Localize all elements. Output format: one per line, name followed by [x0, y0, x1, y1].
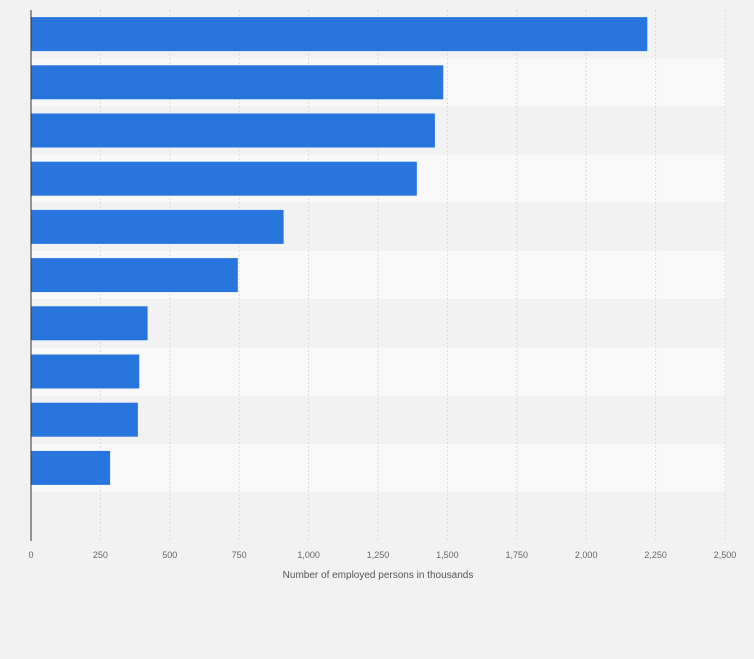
- x-tick-label: 750: [232, 550, 247, 560]
- x-tick-label: 2,000: [575, 550, 598, 560]
- bar[interactable]: [31, 65, 444, 100]
- bar[interactable]: [31, 258, 238, 293]
- bar[interactable]: [31, 354, 140, 389]
- x-tick-label: 500: [162, 550, 177, 560]
- bar[interactable]: [31, 402, 138, 437]
- bar[interactable]: [31, 209, 284, 244]
- x-axis-title: Number of employed persons in thousands: [283, 570, 474, 581]
- row-band: [31, 492, 725, 541]
- x-tick-label: 1,500: [436, 550, 459, 560]
- x-tick-label: 250: [93, 550, 108, 560]
- bars: [31, 17, 648, 485]
- x-tick-label: 1,250: [367, 550, 390, 560]
- x-tick-labels: 0 250 500 750 1,000 1,250 1,500 1,750 2,000 2,250…: [28, 550, 736, 560]
- x-tick-label: 2,500: [714, 550, 737, 560]
- bar[interactable]: [31, 450, 111, 485]
- bar[interactable]: [31, 306, 148, 341]
- x-tick-label: 0: [28, 550, 33, 560]
- x-tick-label: 1,000: [297, 550, 320, 560]
- bar[interactable]: [31, 113, 435, 148]
- bar[interactable]: [31, 17, 648, 52]
- bar[interactable]: [31, 161, 417, 196]
- x-tick-label: 1,750: [506, 550, 529, 560]
- x-tick-label: 2,250: [644, 550, 667, 560]
